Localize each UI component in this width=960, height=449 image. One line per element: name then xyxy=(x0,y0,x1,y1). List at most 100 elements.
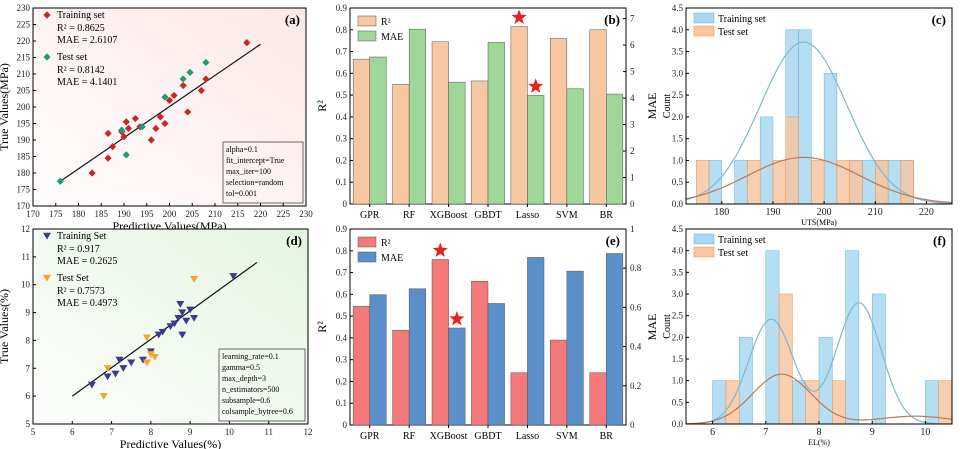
y-tick-label: 6 xyxy=(26,391,31,401)
y2-tick-label: 0 xyxy=(630,420,635,430)
y-tick-label: 0.6 xyxy=(336,289,348,299)
hist-bar xyxy=(792,380,806,424)
x-tick-label: 175 xyxy=(49,209,63,219)
x-tick-label: Lasso xyxy=(516,431,539,442)
legend-stat: MAE = 4.1401 xyxy=(57,77,117,88)
y-tick-label: 180 xyxy=(17,168,31,178)
data-point xyxy=(182,317,191,325)
data-point xyxy=(139,356,147,364)
data-point xyxy=(174,314,183,322)
x-tick-label: 11 xyxy=(264,427,273,437)
y-tick-label: 0.4 xyxy=(336,333,348,343)
params-line: fit_intercept=True xyxy=(226,156,285,165)
y-tick-label: 0.6 xyxy=(336,68,348,78)
data-point xyxy=(156,113,164,121)
bar-GPR-r2 xyxy=(352,306,370,426)
y-tick-label: 170 xyxy=(17,201,31,211)
data-point xyxy=(127,359,136,367)
x-tick-label: 195 xyxy=(140,209,154,219)
kde-curve xyxy=(686,156,952,204)
y-axis-label: True Values(MPa) xyxy=(0,63,11,151)
x-tick-label: RF xyxy=(403,431,416,442)
x-tick-label: 8 xyxy=(149,427,154,437)
legend-label: Training Set xyxy=(57,231,107,242)
legend-label: Test Set xyxy=(57,273,89,284)
y-tick-label: 205 xyxy=(17,86,31,96)
hist-bar xyxy=(734,160,748,204)
data-point xyxy=(202,75,210,83)
hist-bar xyxy=(836,160,850,204)
bar-GPR-mae xyxy=(369,56,387,205)
params-line: tol=0.001 xyxy=(226,189,257,198)
y-tick-label: 195 xyxy=(17,119,31,129)
data-point xyxy=(197,86,205,95)
data-point xyxy=(109,143,117,151)
legend-swatch xyxy=(357,30,377,42)
x-axis-label: UTS(MPa) xyxy=(801,218,837,227)
x-tick-label: 220 xyxy=(254,209,268,219)
hist-bar xyxy=(871,293,886,424)
y-axis-label: True Values(%) xyxy=(0,289,11,364)
y-tick-label: 4.0 xyxy=(672,25,684,35)
y-tick-label: 10 xyxy=(21,280,31,290)
bar-Lasso-r2 xyxy=(510,372,528,426)
bar-GBDT-r2 xyxy=(471,281,489,426)
data-point xyxy=(178,309,187,317)
x-tick-label: 180 xyxy=(714,207,729,218)
hist-bar xyxy=(811,160,825,204)
x-tick-label: 210 xyxy=(208,209,222,219)
y-tick-label: 0.1 xyxy=(336,398,347,408)
data-point xyxy=(115,356,124,364)
params-line: max_iter=100 xyxy=(226,167,271,176)
y-tick-label: 230 xyxy=(17,3,31,13)
data-point xyxy=(202,58,210,67)
data-point xyxy=(152,124,160,133)
y-tick-label: 3.0 xyxy=(672,68,684,78)
y-tick-label: 0.3 xyxy=(336,134,348,144)
legend-label: Training set xyxy=(57,10,105,21)
hist-bar xyxy=(759,116,774,204)
y2-tick-label: 7 xyxy=(630,14,635,24)
y-tick-label: 8 xyxy=(26,335,31,345)
kde-curve xyxy=(686,41,952,204)
params-line: n_estimators=500 xyxy=(222,385,279,394)
best-model-star xyxy=(528,78,544,93)
y-tick-label: 0.5 xyxy=(336,90,348,100)
y-tick-label: 11 xyxy=(21,252,30,262)
panel-e: 0 0.1 0.2 0.3 0.4 0.5 0.6 0.7 0.8 0.9 0 0.2 0.4 0.6 0.… xyxy=(315,224,659,442)
x-tick-label: 180 xyxy=(72,209,86,219)
bar-SVM-mae xyxy=(566,88,584,205)
y-tick-label: 1.5 xyxy=(672,134,684,144)
x-tick-label: 7 xyxy=(109,427,114,437)
x-tick-label: 10 xyxy=(920,427,930,438)
y2-tick-label: 3 xyxy=(630,120,635,130)
x-tick-label: 225 xyxy=(277,209,291,219)
legend-stat: MAE = 0.2625 xyxy=(57,256,117,267)
y-tick-label: 210 xyxy=(17,69,31,79)
x-tick-label: 7 xyxy=(763,427,768,438)
x-tick-label: 12 xyxy=(304,427,313,437)
y-tick-label: 0.0 xyxy=(672,419,684,429)
y2-tick-label: 0.4 xyxy=(630,342,642,352)
data-point xyxy=(122,151,130,159)
bar-XGBoost-mae xyxy=(448,327,466,426)
y-tick-label: 0.7 xyxy=(336,47,348,57)
legend-swatch xyxy=(693,12,715,24)
y-tick-label: 1.5 xyxy=(672,354,684,364)
x-tick-label: BR xyxy=(600,210,614,221)
data-point xyxy=(146,351,155,358)
y-tick-label: 0.2 xyxy=(336,155,347,165)
x-tick-label: Lasso xyxy=(516,210,539,221)
data-point xyxy=(118,126,126,134)
axes-frame xyxy=(32,228,309,425)
data-point xyxy=(186,68,194,76)
hist-bar xyxy=(765,250,780,424)
y-tick-label: 7 xyxy=(26,363,31,373)
y-tick-label: 3.5 xyxy=(672,47,684,57)
data-point xyxy=(161,119,169,128)
data-point xyxy=(147,136,155,144)
legend-stat: R² = 0.8142 xyxy=(57,65,105,76)
y2-tick-label: 1 xyxy=(630,173,635,183)
hist-bar xyxy=(849,160,863,204)
